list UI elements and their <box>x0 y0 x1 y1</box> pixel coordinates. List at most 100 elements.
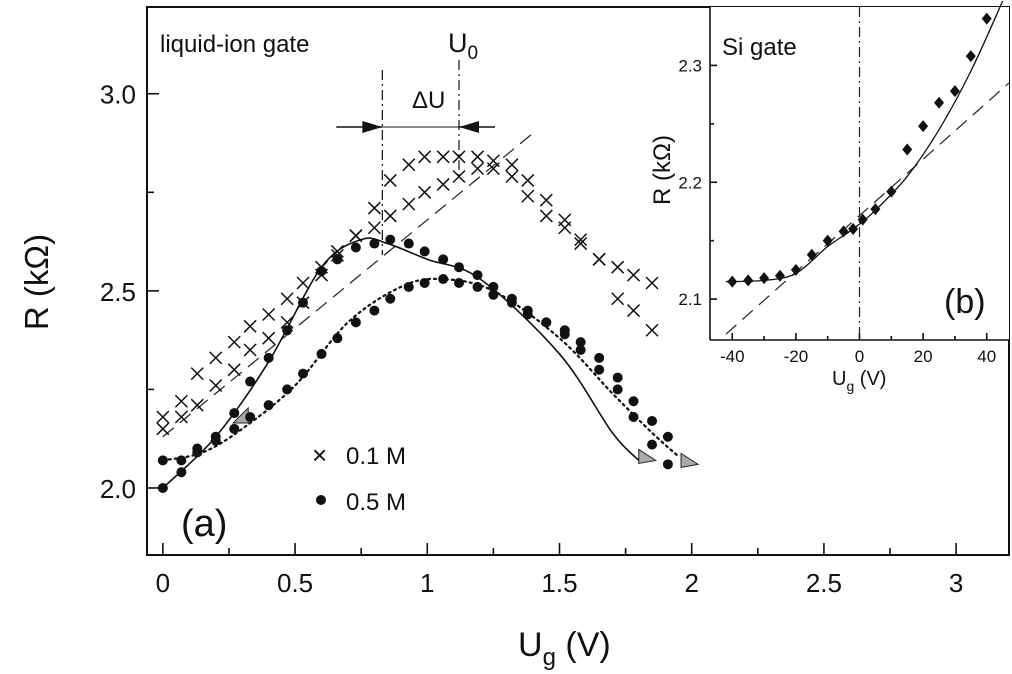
data-point-0-5m <box>316 266 327 277</box>
data-point-0-5m <box>454 277 465 288</box>
inset-data-point <box>981 12 992 25</box>
data-point-0-5m <box>575 344 586 355</box>
inset-x-tick-label: -20 <box>784 347 809 366</box>
data-point-0-5m <box>369 238 380 249</box>
data-point-0-1m <box>486 162 500 176</box>
data-point-0-5m <box>350 242 361 253</box>
data-point-0-1m <box>280 292 294 306</box>
inset-data-point <box>934 96 945 109</box>
data-point-0-5m <box>245 412 256 423</box>
data-point-0-5m <box>628 396 639 407</box>
data-point-0-1m <box>190 367 204 381</box>
data-point-0-5m <box>263 400 274 411</box>
data-point-0-1m <box>558 221 572 235</box>
data-point-0-5m <box>176 467 187 478</box>
data-point-0-1m <box>209 351 223 365</box>
main-data-points <box>156 150 673 493</box>
data-point-0-1m <box>626 268 641 282</box>
data-point-0-5m <box>157 482 168 493</box>
main-x-tick-label: 0 <box>156 568 170 598</box>
data-point-0-1m <box>418 150 432 164</box>
inset-y-tick-label: 2.1 <box>678 290 702 309</box>
data-point-0-5m <box>282 325 293 336</box>
data-point-0-1m <box>452 169 466 184</box>
data-point-0-1m <box>436 150 450 164</box>
data-point-0-1m <box>645 276 659 290</box>
main-reference-dashed-line <box>162 132 534 438</box>
inset-data-point <box>806 248 817 261</box>
data-point-0-1m <box>243 343 257 357</box>
data-point-0-5m <box>316 348 327 359</box>
data-point-0-5m <box>385 234 396 245</box>
data-point-0-1m <box>367 221 381 235</box>
data-point-0-5m <box>332 254 343 265</box>
data-point-0-5m <box>419 246 430 257</box>
data-point-0-5m <box>454 262 465 273</box>
data-point-0-5m <box>472 270 483 281</box>
inset-data-point <box>727 275 738 288</box>
fit-curve-dotted <box>161 277 680 462</box>
data-point-0-5m <box>662 459 673 470</box>
data-point-0-5m <box>157 455 168 466</box>
data-point-0-5m <box>298 297 309 308</box>
main-x-tick-label: 1.5 <box>541 568 577 598</box>
data-point-0-1m <box>280 315 294 329</box>
data-point-0-1m <box>227 363 241 377</box>
data-point-0-5m <box>628 412 639 423</box>
data-point-0-5m <box>419 277 430 288</box>
data-point-0-1m <box>383 209 397 223</box>
data-point-0-1m <box>645 323 659 337</box>
data-point-0-1m <box>611 292 625 306</box>
data-point-0-1m <box>418 185 432 199</box>
data-point-0-1m <box>470 162 485 176</box>
inset-data-point <box>848 223 859 235</box>
inset-data-points <box>727 12 992 288</box>
data-point-0-1m <box>227 335 241 349</box>
data-point-0-5m <box>438 254 449 265</box>
data-point-0-1m <box>156 410 170 424</box>
inset-y-tick-label: 2.2 <box>678 173 702 192</box>
data-point-0-1m <box>539 193 553 207</box>
inset-data-point <box>790 263 801 276</box>
inset-x-axis-title: Ug (V) <box>832 368 886 394</box>
main-gate-annotation: liquid-ion gate <box>160 31 309 58</box>
data-point-0-1m <box>383 173 397 187</box>
data-point-0-5m <box>369 305 380 316</box>
inset-x-tick-label: -40 <box>720 347 745 366</box>
data-point-0-1m <box>592 252 606 266</box>
triangle-marker <box>638 448 658 465</box>
data-point-0-1m <box>402 197 416 211</box>
inset-data-point <box>965 50 976 63</box>
inset-data-point <box>857 213 868 226</box>
data-point-0-1m <box>402 158 416 172</box>
data-point-0-1m <box>626 304 641 318</box>
data-point-0-5m <box>298 368 309 379</box>
inset-data-point <box>918 120 929 133</box>
data-point-0-5m <box>594 364 605 375</box>
legend-symbol-0-5m <box>316 495 326 505</box>
data-point-0-5m <box>263 352 274 363</box>
data-point-0-1m <box>436 177 450 191</box>
data-point-0-1m <box>521 189 535 203</box>
data-point-0-1m <box>174 394 188 408</box>
data-point-0-5m <box>332 333 343 344</box>
data-point-0-5m <box>662 431 673 442</box>
inset-data-point <box>743 274 754 287</box>
data-point-0-1m <box>452 150 466 164</box>
u0-label: U0 <box>448 28 478 64</box>
data-point-0-5m <box>403 281 414 292</box>
inset-x-tick-label: 40 <box>977 347 996 366</box>
data-point-0-1m <box>190 398 204 412</box>
data-point-0-5m <box>438 274 449 285</box>
data-point-0-1m <box>470 150 485 164</box>
inset-reference-dashed-line <box>725 82 1010 335</box>
data-point-0-5m <box>210 435 221 446</box>
inset-reference-lines <box>725 7 1010 340</box>
inset-axis-ticks: -40 -20 0 20 40 2.1 2.2 2.3 <box>678 56 996 366</box>
main-x-tick-label: 2 <box>684 568 698 598</box>
data-point-0-5m <box>488 289 499 300</box>
data-point-0-1m <box>574 233 588 247</box>
data-point-0-5m <box>575 337 586 348</box>
main-x-tick-label: 0.5 <box>277 568 313 598</box>
